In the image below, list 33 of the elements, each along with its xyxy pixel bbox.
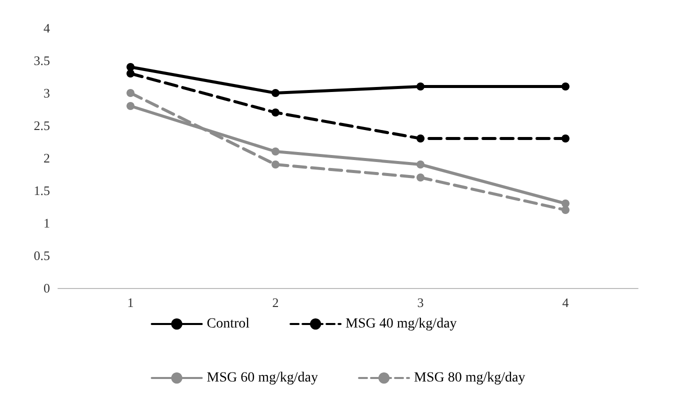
point: [272, 108, 280, 116]
y-tick-label: 1.5: [34, 183, 50, 198]
point: [126, 89, 134, 97]
point: [416, 82, 424, 90]
point: [562, 82, 570, 90]
point: [562, 206, 570, 214]
point: [416, 160, 424, 168]
y-tick-label: 1: [44, 216, 50, 230]
point: [416, 174, 424, 182]
y-tick-label: 2: [44, 150, 50, 166]
point: [562, 134, 570, 142]
y-tick-label: 4: [44, 20, 50, 36]
point: [416, 134, 424, 142]
point: [126, 63, 134, 71]
point: [272, 160, 280, 168]
point: [272, 89, 280, 97]
y-tick-label: 2.5: [34, 118, 50, 133]
x-tick-label: 1: [127, 295, 134, 310]
point: [562, 200, 570, 208]
x-tick-label: 4: [562, 295, 570, 310]
y-tick-label: 3: [44, 86, 50, 100]
x-tick-label: 2: [272, 295, 279, 310]
legend-label: Control: [206, 316, 250, 332]
y-tick-label: 0.5: [34, 248, 50, 263]
point: [126, 70, 134, 78]
x-tick-label: 3: [417, 295, 424, 310]
y-tick-label: 0: [44, 280, 50, 296]
legend-label: MSG 80 mg/kg/day: [414, 370, 526, 386]
y-tick-label: 3.5: [34, 53, 50, 68]
legend-label: MSG 40 mg/kg/day: [346, 316, 457, 332]
point: [126, 102, 134, 110]
legend-label: MSG 60 mg/kg/day: [206, 370, 318, 386]
point: [272, 148, 280, 156]
